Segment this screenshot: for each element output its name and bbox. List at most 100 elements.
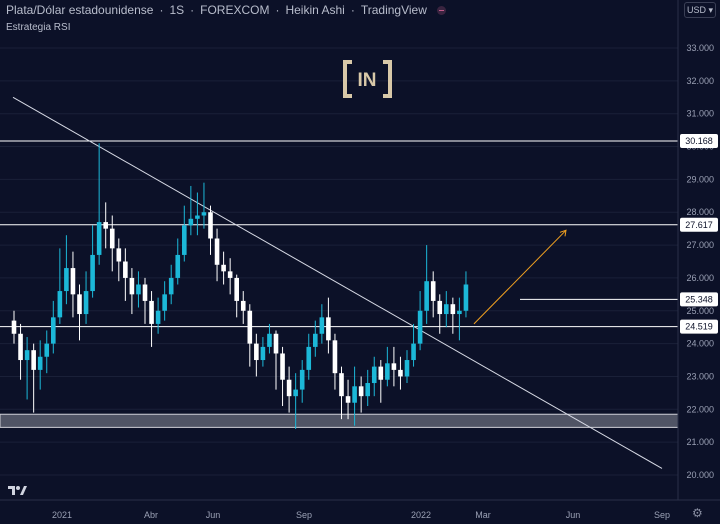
candle-body (332, 340, 338, 374)
y-tick-label: 26.000 (686, 273, 714, 283)
level-tag (680, 292, 718, 307)
platform-label: TradingView (360, 3, 427, 17)
chart-style-label: Heikin Ashi (285, 3, 345, 17)
candle-body (437, 300, 443, 315)
candle-body (247, 310, 253, 344)
x-tick-label: 2021 (52, 510, 72, 520)
candle-body (391, 363, 397, 370)
candle-body (358, 386, 364, 397)
candle-body (155, 310, 161, 324)
candle-body (234, 277, 239, 301)
candle-body (77, 294, 82, 315)
y-tick-label: 24.000 (686, 339, 714, 349)
candle-body (339, 373, 344, 397)
candle-body (11, 320, 17, 334)
indicator-toggle-icon[interactable] (436, 5, 446, 15)
y-tick-label: 32.000 (686, 76, 714, 86)
x-tick-label: Jun (566, 510, 581, 520)
y-tick-label: 31.000 (686, 109, 714, 119)
candle-body (175, 254, 181, 278)
level-tag-label: 24.519 (685, 322, 713, 332)
candle-body (299, 369, 305, 390)
candle-body (352, 386, 357, 403)
candle-body (411, 343, 416, 361)
x-tick-label: 2022 (411, 510, 431, 520)
candle-body (326, 317, 331, 341)
x-tick-label: Mar (475, 510, 491, 520)
candle-body (450, 304, 456, 315)
candle-body (371, 366, 377, 384)
support-zone (0, 413, 679, 428)
candle-body (404, 360, 410, 377)
candle-body (136, 284, 141, 295)
symbol-title[interactable]: Plata/Dólar estadounidense (6, 3, 154, 17)
candle-body (424, 281, 429, 311)
watermark-bracket-right (383, 60, 392, 98)
x-tick-label: Jun (206, 510, 221, 520)
candle-body (280, 353, 285, 380)
candle-body (188, 218, 194, 226)
candle-body (417, 310, 423, 344)
candle-body (96, 222, 102, 255)
level-tag (680, 217, 718, 232)
y-tick-label: 28.000 (686, 207, 714, 217)
gear-icon[interactable]: ⚙ (692, 506, 703, 520)
candle-body (398, 369, 403, 377)
candle-body (142, 284, 148, 301)
currency-select[interactable]: USD ▾ (684, 2, 716, 18)
candle-body (378, 366, 384, 380)
candle-body (444, 304, 449, 315)
candle-body (254, 343, 259, 361)
candle-body (64, 268, 69, 292)
candle-body (385, 363, 390, 380)
candle-body (51, 317, 56, 344)
candle-body (221, 264, 226, 272)
candle-body (90, 254, 95, 292)
level-tag (680, 134, 718, 149)
candle-body (182, 225, 187, 255)
candle-body (109, 228, 115, 249)
trendline (12, 96, 663, 469)
x-tick-label: Sep (654, 510, 670, 520)
level-tag-label: 30.168 (685, 136, 713, 146)
candle-body (129, 277, 135, 295)
candle-body (457, 310, 462, 315)
x-tick-label: Sep (296, 510, 312, 520)
interval-label[interactable]: 1S (169, 3, 185, 17)
candle-body (313, 333, 318, 347)
y-tick-label: 22.000 (686, 404, 714, 414)
candle-body (70, 268, 76, 295)
candle-body (116, 248, 122, 262)
projection-arrow (473, 229, 567, 325)
y-tick-label: 27.000 (686, 240, 714, 250)
level-tag-label: 27.617 (685, 220, 713, 230)
candle-body (83, 291, 89, 315)
x-tick-label: Abr (144, 510, 158, 520)
candle-body (195, 215, 200, 219)
study-label[interactable]: Estrategia RSI (6, 22, 71, 33)
candle-body (227, 271, 233, 278)
candle-body (430, 281, 436, 301)
arrow-head (559, 229, 567, 237)
candle-body (162, 294, 167, 311)
candle-body (18, 333, 23, 361)
level-tag-label: 25.348 (685, 294, 713, 304)
y-tick-label: 20.000 (686, 470, 714, 480)
candle-body (365, 383, 370, 397)
y-tick-label: 25.000 (686, 306, 714, 316)
candle-body (57, 291, 63, 318)
chart-header: Plata/Dólar estadounidense · 1S · FOREXC… (6, 3, 446, 17)
candle-body (286, 379, 292, 397)
candle-body (37, 356, 43, 370)
candle-body (240, 300, 246, 311)
candle-body (345, 396, 351, 403)
level-tag (680, 319, 718, 334)
tradingview-logo-icon[interactable] (7, 484, 27, 496)
candle-body (44, 343, 50, 357)
candle-body (31, 350, 36, 370)
watermark-bracket-left (343, 60, 352, 98)
candle-body (208, 212, 213, 239)
y-tick-label: 33.000 (686, 43, 714, 53)
candle-body (306, 346, 312, 370)
